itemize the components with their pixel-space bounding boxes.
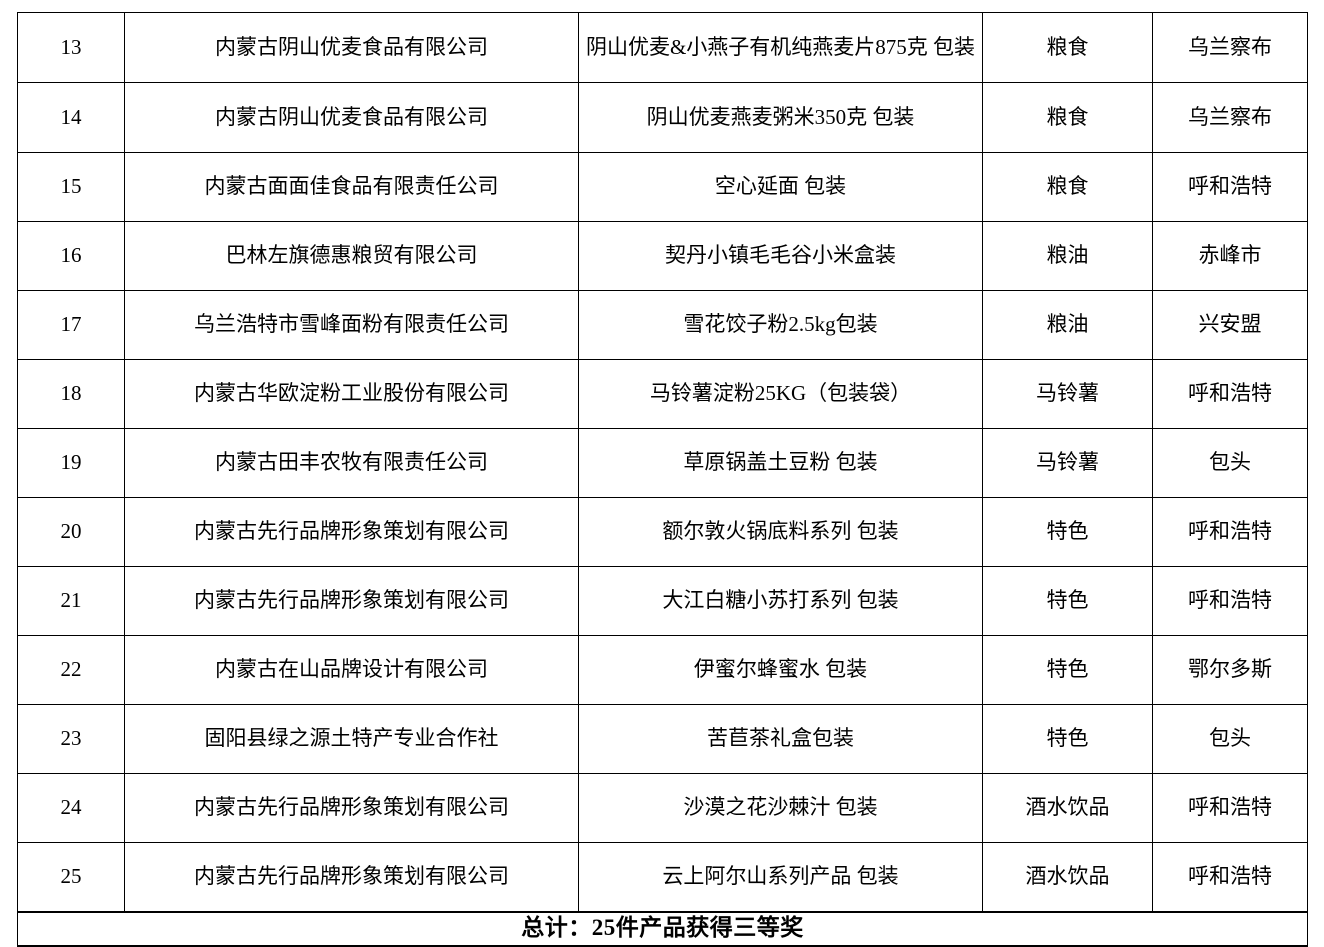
- cell-index: 23: [17, 704, 125, 774]
- cell-index: 18: [17, 359, 125, 429]
- cell-category: 特色: [982, 635, 1153, 705]
- table-row: 16 巴林左旗德惠粮贸有限公司 契丹小镇毛毛谷小米盒装 粮油 赤峰市: [17, 221, 1308, 291]
- cell-product: 阴山优麦燕麦粥米350克 包装: [578, 82, 983, 153]
- cell-company: 内蒙古田丰农牧有限责任公司: [124, 428, 579, 498]
- award-products-table: 13 内蒙古阴山优麦食品有限公司 阴山优麦&小燕子有机纯燕麦片875克 包装 粮…: [17, 12, 1308, 947]
- cell-region: 呼和浩特: [1152, 359, 1308, 429]
- cell-company: 乌兰浩特市雪峰面粉有限责任公司: [124, 290, 579, 360]
- cell-region: 呼和浩特: [1152, 842, 1308, 912]
- cell-category: 粮油: [982, 221, 1153, 291]
- cell-region: 乌兰察布: [1152, 12, 1308, 83]
- cell-product: 空心延面 包装: [578, 152, 983, 222]
- table-row: 21 内蒙古先行品牌形象策划有限公司 大江白糖小苏打系列 包装 特色 呼和浩特: [17, 566, 1308, 636]
- cell-product: 契丹小镇毛毛谷小米盒装: [578, 221, 983, 291]
- footer-summary-cell: 总计：25件产品获得三等奖: [17, 910, 1308, 947]
- cell-index: 14: [17, 82, 125, 153]
- cell-region: 乌兰察布: [1152, 82, 1308, 153]
- table-body: 13 内蒙古阴山优麦食品有限公司 阴山优麦&小燕子有机纯燕麦片875克 包装 粮…: [17, 12, 1308, 947]
- cell-company: 内蒙古先行品牌形象策划有限公司: [124, 566, 579, 636]
- cell-product: 雪花饺子粉2.5kg包装: [578, 290, 983, 360]
- cell-index: 20: [17, 497, 125, 567]
- cell-company: 内蒙古阴山优麦食品有限公司: [124, 82, 579, 153]
- cell-category: 粮食: [982, 152, 1153, 222]
- cell-region: 鄂尔多斯: [1152, 635, 1308, 705]
- cell-region: 兴安盟: [1152, 290, 1308, 360]
- cell-region: 呼和浩特: [1152, 566, 1308, 636]
- table-row: 13 内蒙古阴山优麦食品有限公司 阴山优麦&小燕子有机纯燕麦片875克 包装 粮…: [17, 12, 1308, 83]
- cell-company: 巴林左旗德惠粮贸有限公司: [124, 221, 579, 291]
- table-row: 19 内蒙古田丰农牧有限责任公司 草原锅盖土豆粉 包装 马铃薯 包头: [17, 428, 1308, 498]
- footer-summary-text: 总计：25件产品获得三等奖: [521, 915, 804, 941]
- cell-company: 固阳县绿之源土特产专业合作社: [124, 704, 579, 774]
- cell-category: 酒水饮品: [982, 842, 1153, 912]
- cell-index: 16: [17, 221, 125, 291]
- cell-region: 赤峰市: [1152, 221, 1308, 291]
- cell-product: 草原锅盖土豆粉 包装: [578, 428, 983, 498]
- cell-index: 24: [17, 773, 125, 843]
- cell-category: 粮食: [982, 12, 1153, 83]
- cell-region: 包头: [1152, 704, 1308, 774]
- table-row: 23 固阳县绿之源土特产专业合作社 苦苣茶礼盒包装 特色 包头: [17, 704, 1308, 774]
- cell-region: 呼和浩特: [1152, 152, 1308, 222]
- cell-category: 特色: [982, 704, 1153, 774]
- cell-product: 阴山优麦&小燕子有机纯燕麦片875克 包装: [578, 12, 983, 83]
- cell-index: 25: [17, 842, 125, 912]
- table-row: 25 内蒙古先行品牌形象策划有限公司 云上阿尔山系列产品 包装 酒水饮品 呼和浩…: [17, 842, 1308, 912]
- cell-region: 包头: [1152, 428, 1308, 498]
- cell-category: 粮食: [982, 82, 1153, 153]
- cell-index: 17: [17, 290, 125, 360]
- cell-company: 内蒙古在山品牌设计有限公司: [124, 635, 579, 705]
- cell-index: 22: [17, 635, 125, 705]
- document-page: 13 内蒙古阴山优麦食品有限公司 阴山优麦&小燕子有机纯燕麦片875克 包装 粮…: [17, 12, 1308, 947]
- cell-index: 13: [17, 12, 125, 83]
- table-row: 22 内蒙古在山品牌设计有限公司 伊蜜尔蜂蜜水 包装 特色 鄂尔多斯: [17, 635, 1308, 705]
- cell-category: 特色: [982, 497, 1153, 567]
- cell-product: 苦苣茶礼盒包装: [578, 704, 983, 774]
- cell-product: 马铃薯淀粉25KG（包装袋）: [578, 359, 983, 429]
- cell-product: 伊蜜尔蜂蜜水 包装: [578, 635, 983, 705]
- table-row: 17 乌兰浩特市雪峰面粉有限责任公司 雪花饺子粉2.5kg包装 粮油 兴安盟: [17, 290, 1308, 360]
- cell-category: 马铃薯: [982, 428, 1153, 498]
- cell-index: 21: [17, 566, 125, 636]
- cell-company: 内蒙古面面佳食品有限责任公司: [124, 152, 579, 222]
- cell-category: 粮油: [982, 290, 1153, 360]
- cell-company: 内蒙古阴山优麦食品有限公司: [124, 12, 579, 83]
- cell-product: 大江白糖小苏打系列 包装: [578, 566, 983, 636]
- cell-company: 内蒙古先行品牌形象策划有限公司: [124, 773, 579, 843]
- cell-company: 内蒙古先行品牌形象策划有限公司: [124, 497, 579, 567]
- table-footer-row: 总计：25件产品获得三等奖: [17, 910, 1308, 947]
- table-row: 20 内蒙古先行品牌形象策划有限公司 额尔敦火锅底料系列 包装 特色 呼和浩特: [17, 497, 1308, 567]
- cell-category: 酒水饮品: [982, 773, 1153, 843]
- cell-category: 马铃薯: [982, 359, 1153, 429]
- cell-product: 云上阿尔山系列产品 包装: [578, 842, 983, 912]
- table-row: 18 内蒙古华欧淀粉工业股份有限公司 马铃薯淀粉25KG（包装袋） 马铃薯 呼和…: [17, 359, 1308, 429]
- table-row: 24 内蒙古先行品牌形象策划有限公司 沙漠之花沙棘汁 包装 酒水饮品 呼和浩特: [17, 773, 1308, 843]
- cell-company: 内蒙古先行品牌形象策划有限公司: [124, 842, 579, 912]
- cell-index: 19: [17, 428, 125, 498]
- cell-company: 内蒙古华欧淀粉工业股份有限公司: [124, 359, 579, 429]
- table-row: 14 内蒙古阴山优麦食品有限公司 阴山优麦燕麦粥米350克 包装 粮食 乌兰察布: [17, 82, 1308, 153]
- cell-region: 呼和浩特: [1152, 497, 1308, 567]
- cell-category: 特色: [982, 566, 1153, 636]
- cell-product: 额尔敦火锅底料系列 包装: [578, 497, 983, 567]
- cell-index: 15: [17, 152, 125, 222]
- table-row: 15 内蒙古面面佳食品有限责任公司 空心延面 包装 粮食 呼和浩特: [17, 152, 1308, 222]
- cell-region: 呼和浩特: [1152, 773, 1308, 843]
- cell-product: 沙漠之花沙棘汁 包装: [578, 773, 983, 843]
